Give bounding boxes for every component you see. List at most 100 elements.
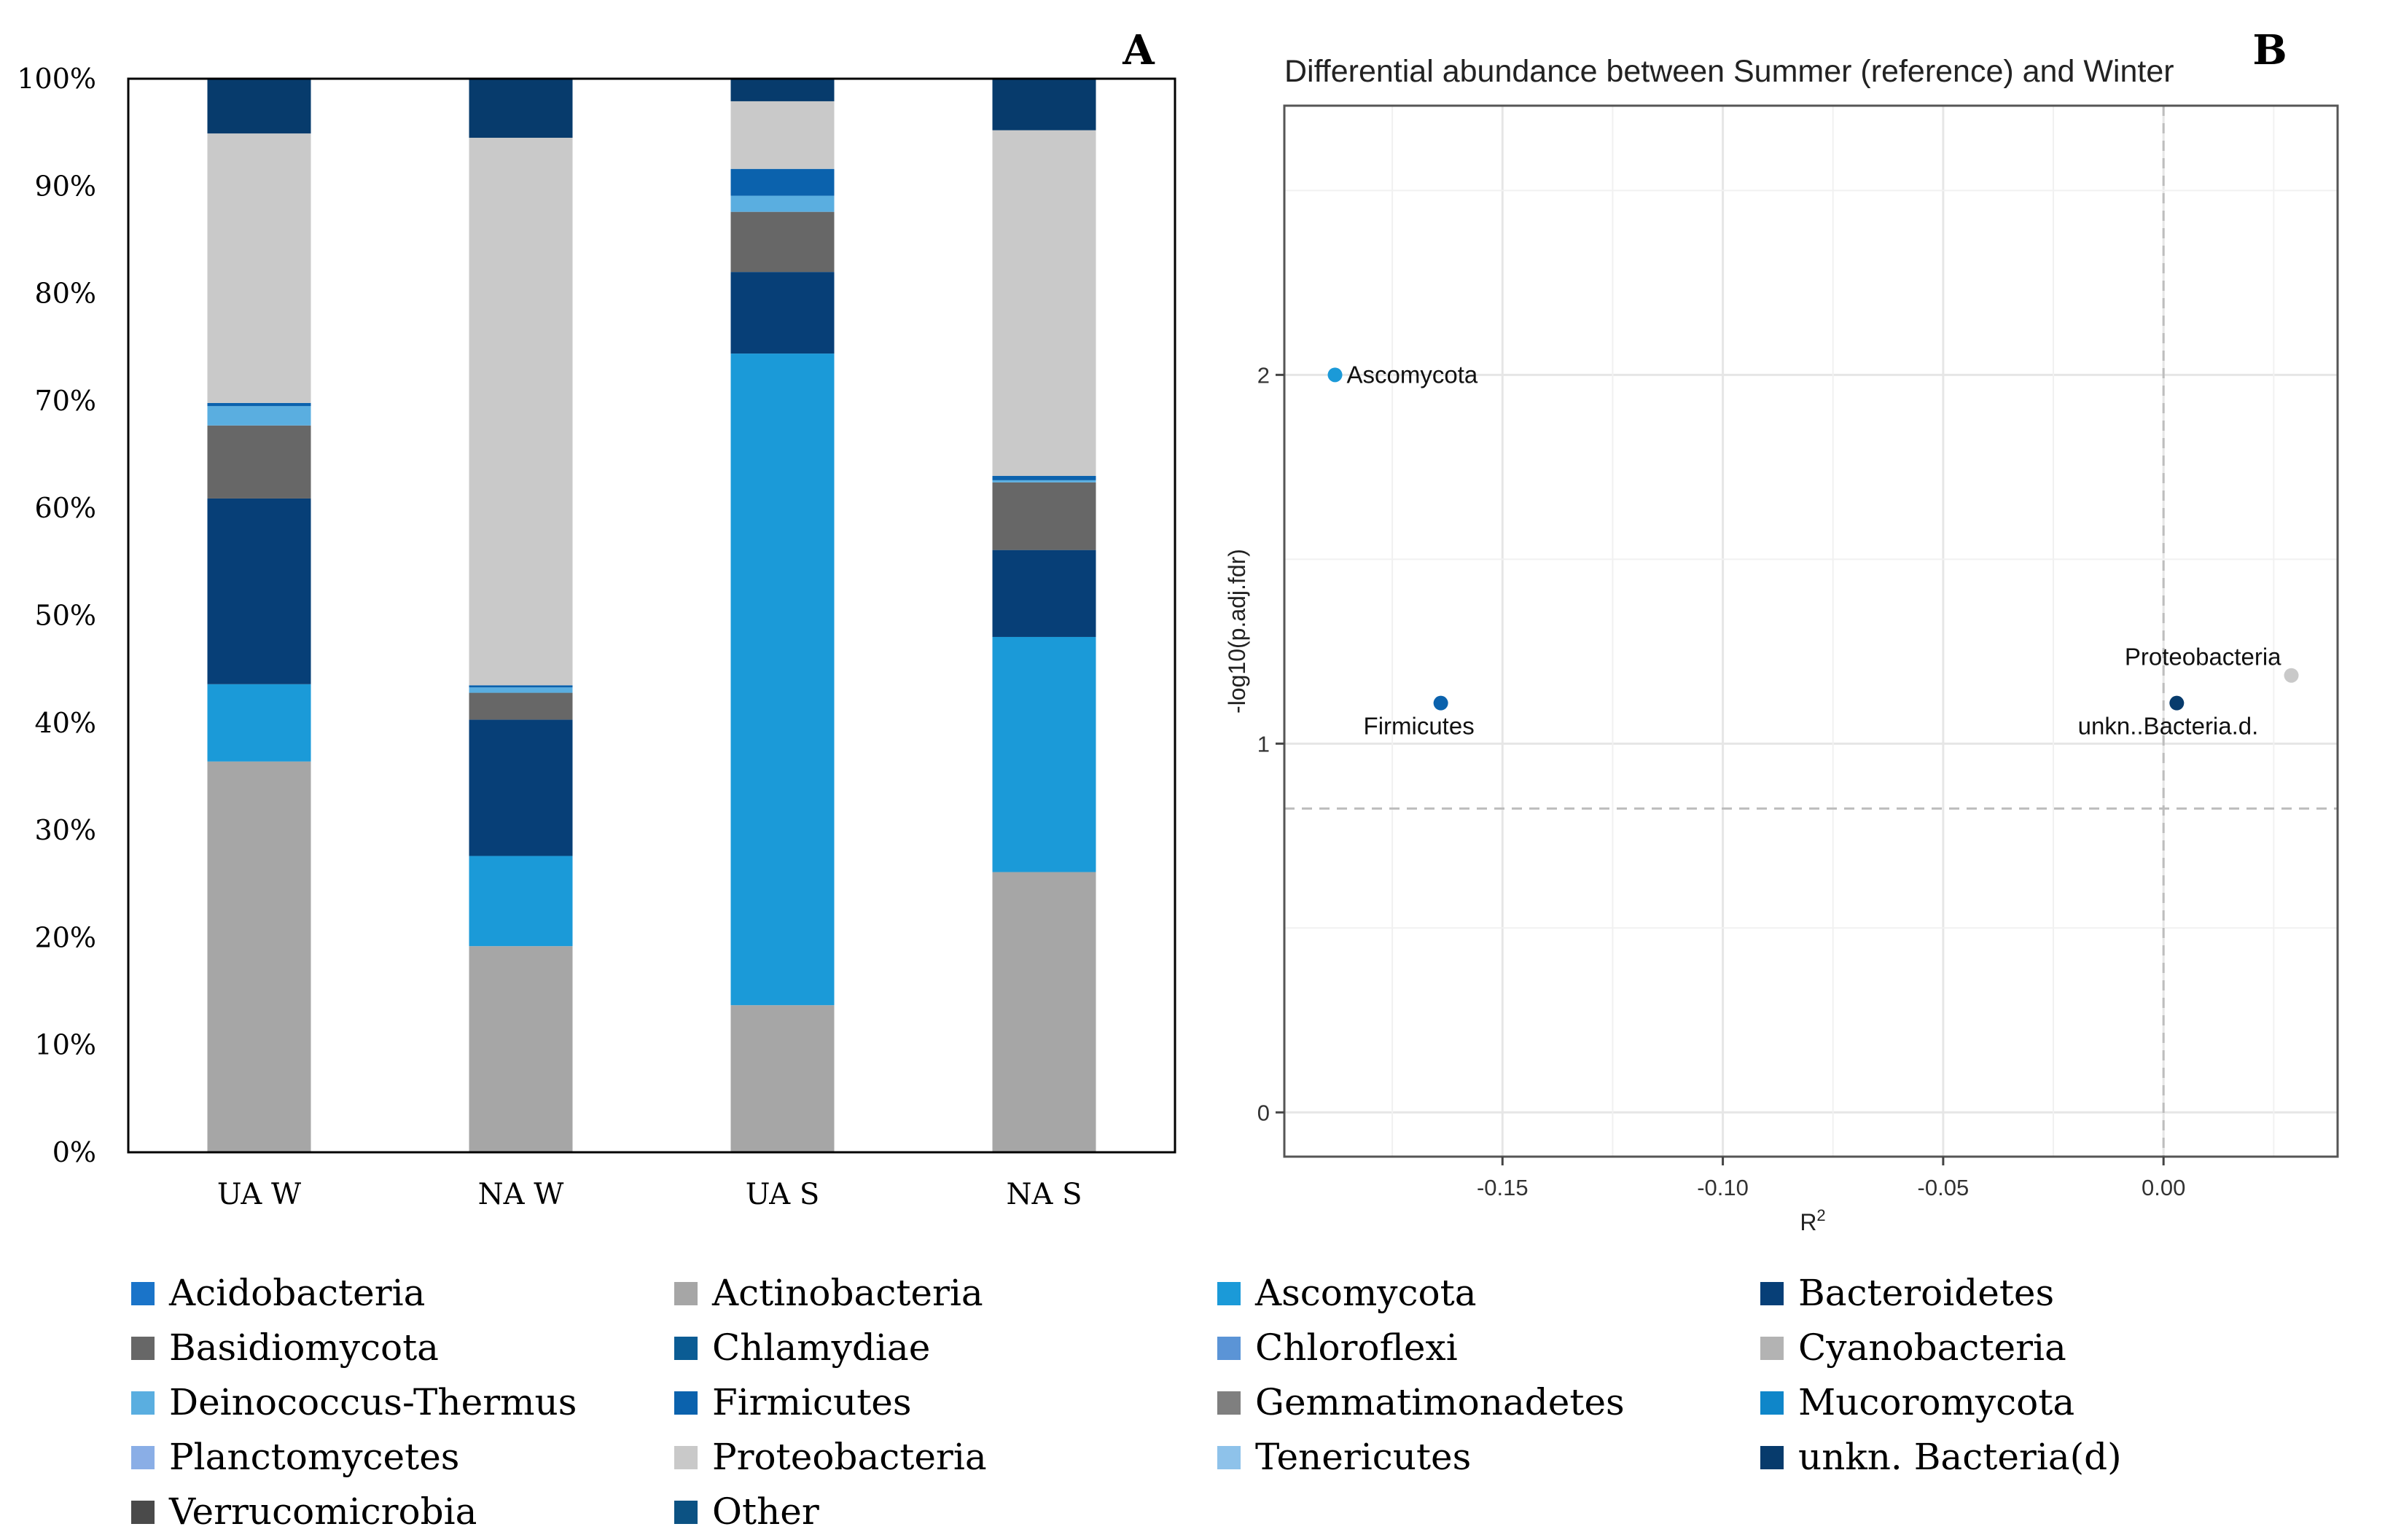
bar-segment [730, 1005, 835, 1152]
legend-swatch [131, 1337, 155, 1360]
y-tick-label: 40% [35, 707, 96, 739]
legend-label: Mucoromycota [1798, 1381, 2074, 1423]
legend-label: Tenericutes [1255, 1436, 1471, 1478]
data-point [2284, 668, 2299, 683]
y-tick-label: 1 [1257, 731, 1270, 757]
legend-swatch [674, 1391, 698, 1415]
plot-frame [1283, 104, 2339, 1158]
bar-segment [207, 402, 311, 407]
x-tick-label: -0.15 [1477, 1175, 1529, 1200]
x-tick-label: -0.05 [1918, 1175, 1970, 1200]
bar-segment [469, 719, 573, 856]
legend-label: Chloroflexi [1255, 1326, 1458, 1369]
legend-swatch [674, 1501, 698, 1524]
bar-segment [469, 138, 573, 686]
legend-label: Gemmatimonadetes [1255, 1381, 1625, 1423]
bar-segment [730, 353, 835, 1006]
bar-segment [730, 79, 835, 101]
legend-swatch [131, 1501, 155, 1524]
bar-stacks [207, 79, 1096, 1152]
bar-segment [730, 211, 835, 273]
legend-label: Chlamydiae [712, 1326, 930, 1369]
x-tick-label: 0.00 [2142, 1175, 2185, 1200]
bar-segment [207, 406, 311, 426]
legend-swatch [1760, 1446, 1784, 1469]
point-label: Proteobacteria [2125, 644, 2281, 671]
legend-swatch [1760, 1337, 1784, 1360]
stacked-bar-chart: 0% 10% 20% 30% 40% 50% 60% 70% 80% 90% 100% UA W NA… [17, 63, 1176, 1211]
y-tick-label: 0 [1257, 1100, 1270, 1125]
legend-swatch [1217, 1337, 1241, 1360]
legend-label: Proteobacteria [712, 1436, 987, 1478]
bar-segment [730, 168, 835, 196]
legend-label: Acidobacteria [168, 1272, 425, 1314]
data-point [1433, 695, 1448, 711]
legend-label: Other [712, 1490, 819, 1533]
legend-label: Deinococcus-Thermus [169, 1381, 577, 1423]
x-tick-label: UA S [746, 1178, 819, 1211]
bar-segment [992, 79, 1096, 130]
legend-swatch [1760, 1391, 1784, 1415]
legend-swatch [1217, 1446, 1241, 1469]
bar-segment [469, 687, 573, 693]
legend-label: Ascomycota [1254, 1272, 1477, 1314]
y-axis-ticks: 0% 10% 20% 30% 40% 50% 60% 70% 80% 90% 100% [17, 63, 96, 1168]
plot-frame [127, 77, 1176, 1154]
legend-label: Cyanobacteria [1798, 1326, 2066, 1369]
panel-label-a: A [1122, 26, 1155, 74]
y-tick-label: 0% [52, 1136, 96, 1168]
scatter-chart: Differential abundance between Summer (r… [1224, 54, 2339, 1235]
data-point [2169, 695, 2185, 711]
bar-segment [730, 272, 835, 354]
legend-swatch [1217, 1391, 1241, 1415]
bar-segment [992, 872, 1096, 1152]
legend-label: Planctomycetes [169, 1436, 459, 1478]
legend-swatch [1217, 1282, 1241, 1305]
bar-segment [207, 79, 311, 134]
legend: Acidobacteria Actinobacteria Ascomycota Bac… [131, 1272, 2122, 1533]
reference-lines [1284, 106, 2338, 1157]
bar-segment [207, 498, 311, 684]
legend-swatch [674, 1446, 698, 1469]
y-tick-label: 2 [1257, 362, 1270, 388]
y-tick-label: 10% [35, 1029, 96, 1061]
bar-segment [992, 130, 1096, 477]
legend-swatch [674, 1337, 698, 1360]
legend-label: Actinobacteria [711, 1272, 983, 1314]
legend-label: Verrucomicrobia [168, 1490, 477, 1533]
x-tick-label: NA W [478, 1178, 564, 1211]
point-label: Ascomycota [1347, 361, 1478, 388]
chart-title: Differential abundance between Summer (r… [1284, 54, 2174, 89]
data-points: Ascomycota Firmicutes Proteobacteria unkn..… [1327, 361, 2299, 740]
y-tick-label: 50% [35, 600, 96, 632]
y-tick-label: 90% [35, 170, 96, 202]
x-tick-label: -0.10 [1697, 1175, 1749, 1200]
x-tick-label: NA S [1006, 1178, 1082, 1211]
data-point [1327, 367, 1343, 383]
bar-segment [992, 480, 1096, 482]
bar-segment [469, 946, 573, 1152]
bar-segment [207, 133, 311, 403]
legend-swatch [131, 1446, 155, 1469]
bar-segment [730, 195, 835, 212]
grid-lines [1284, 106, 2338, 1157]
bar-segment [207, 761, 311, 1152]
legend-label: Basidiomycota [169, 1326, 439, 1369]
bar-segment [207, 684, 311, 762]
y-tick-label: 20% [35, 921, 96, 953]
bar-segment [730, 101, 835, 169]
legend-swatch [674, 1282, 698, 1305]
x-axis-label: R2 [1800, 1206, 1825, 1235]
y-axis-label: -log10(p.adj.fdr) [1224, 549, 1250, 714]
bar-segment [469, 685, 573, 688]
axis-ticks: -0.15 -0.10 -0.05 0.00 0 1 2 [1257, 362, 2186, 1200]
legend-label: Firmicutes [712, 1381, 912, 1423]
legend-label: unkn. Bacteria(d) [1798, 1436, 2122, 1478]
bar-segment [469, 856, 573, 947]
y-tick-label: 30% [35, 814, 96, 846]
x-axis-labels: UA W NA W UA S NA S [217, 1178, 1082, 1211]
bar-segment [992, 550, 1096, 637]
bar-segment [992, 636, 1096, 872]
bar-segment [469, 79, 573, 138]
